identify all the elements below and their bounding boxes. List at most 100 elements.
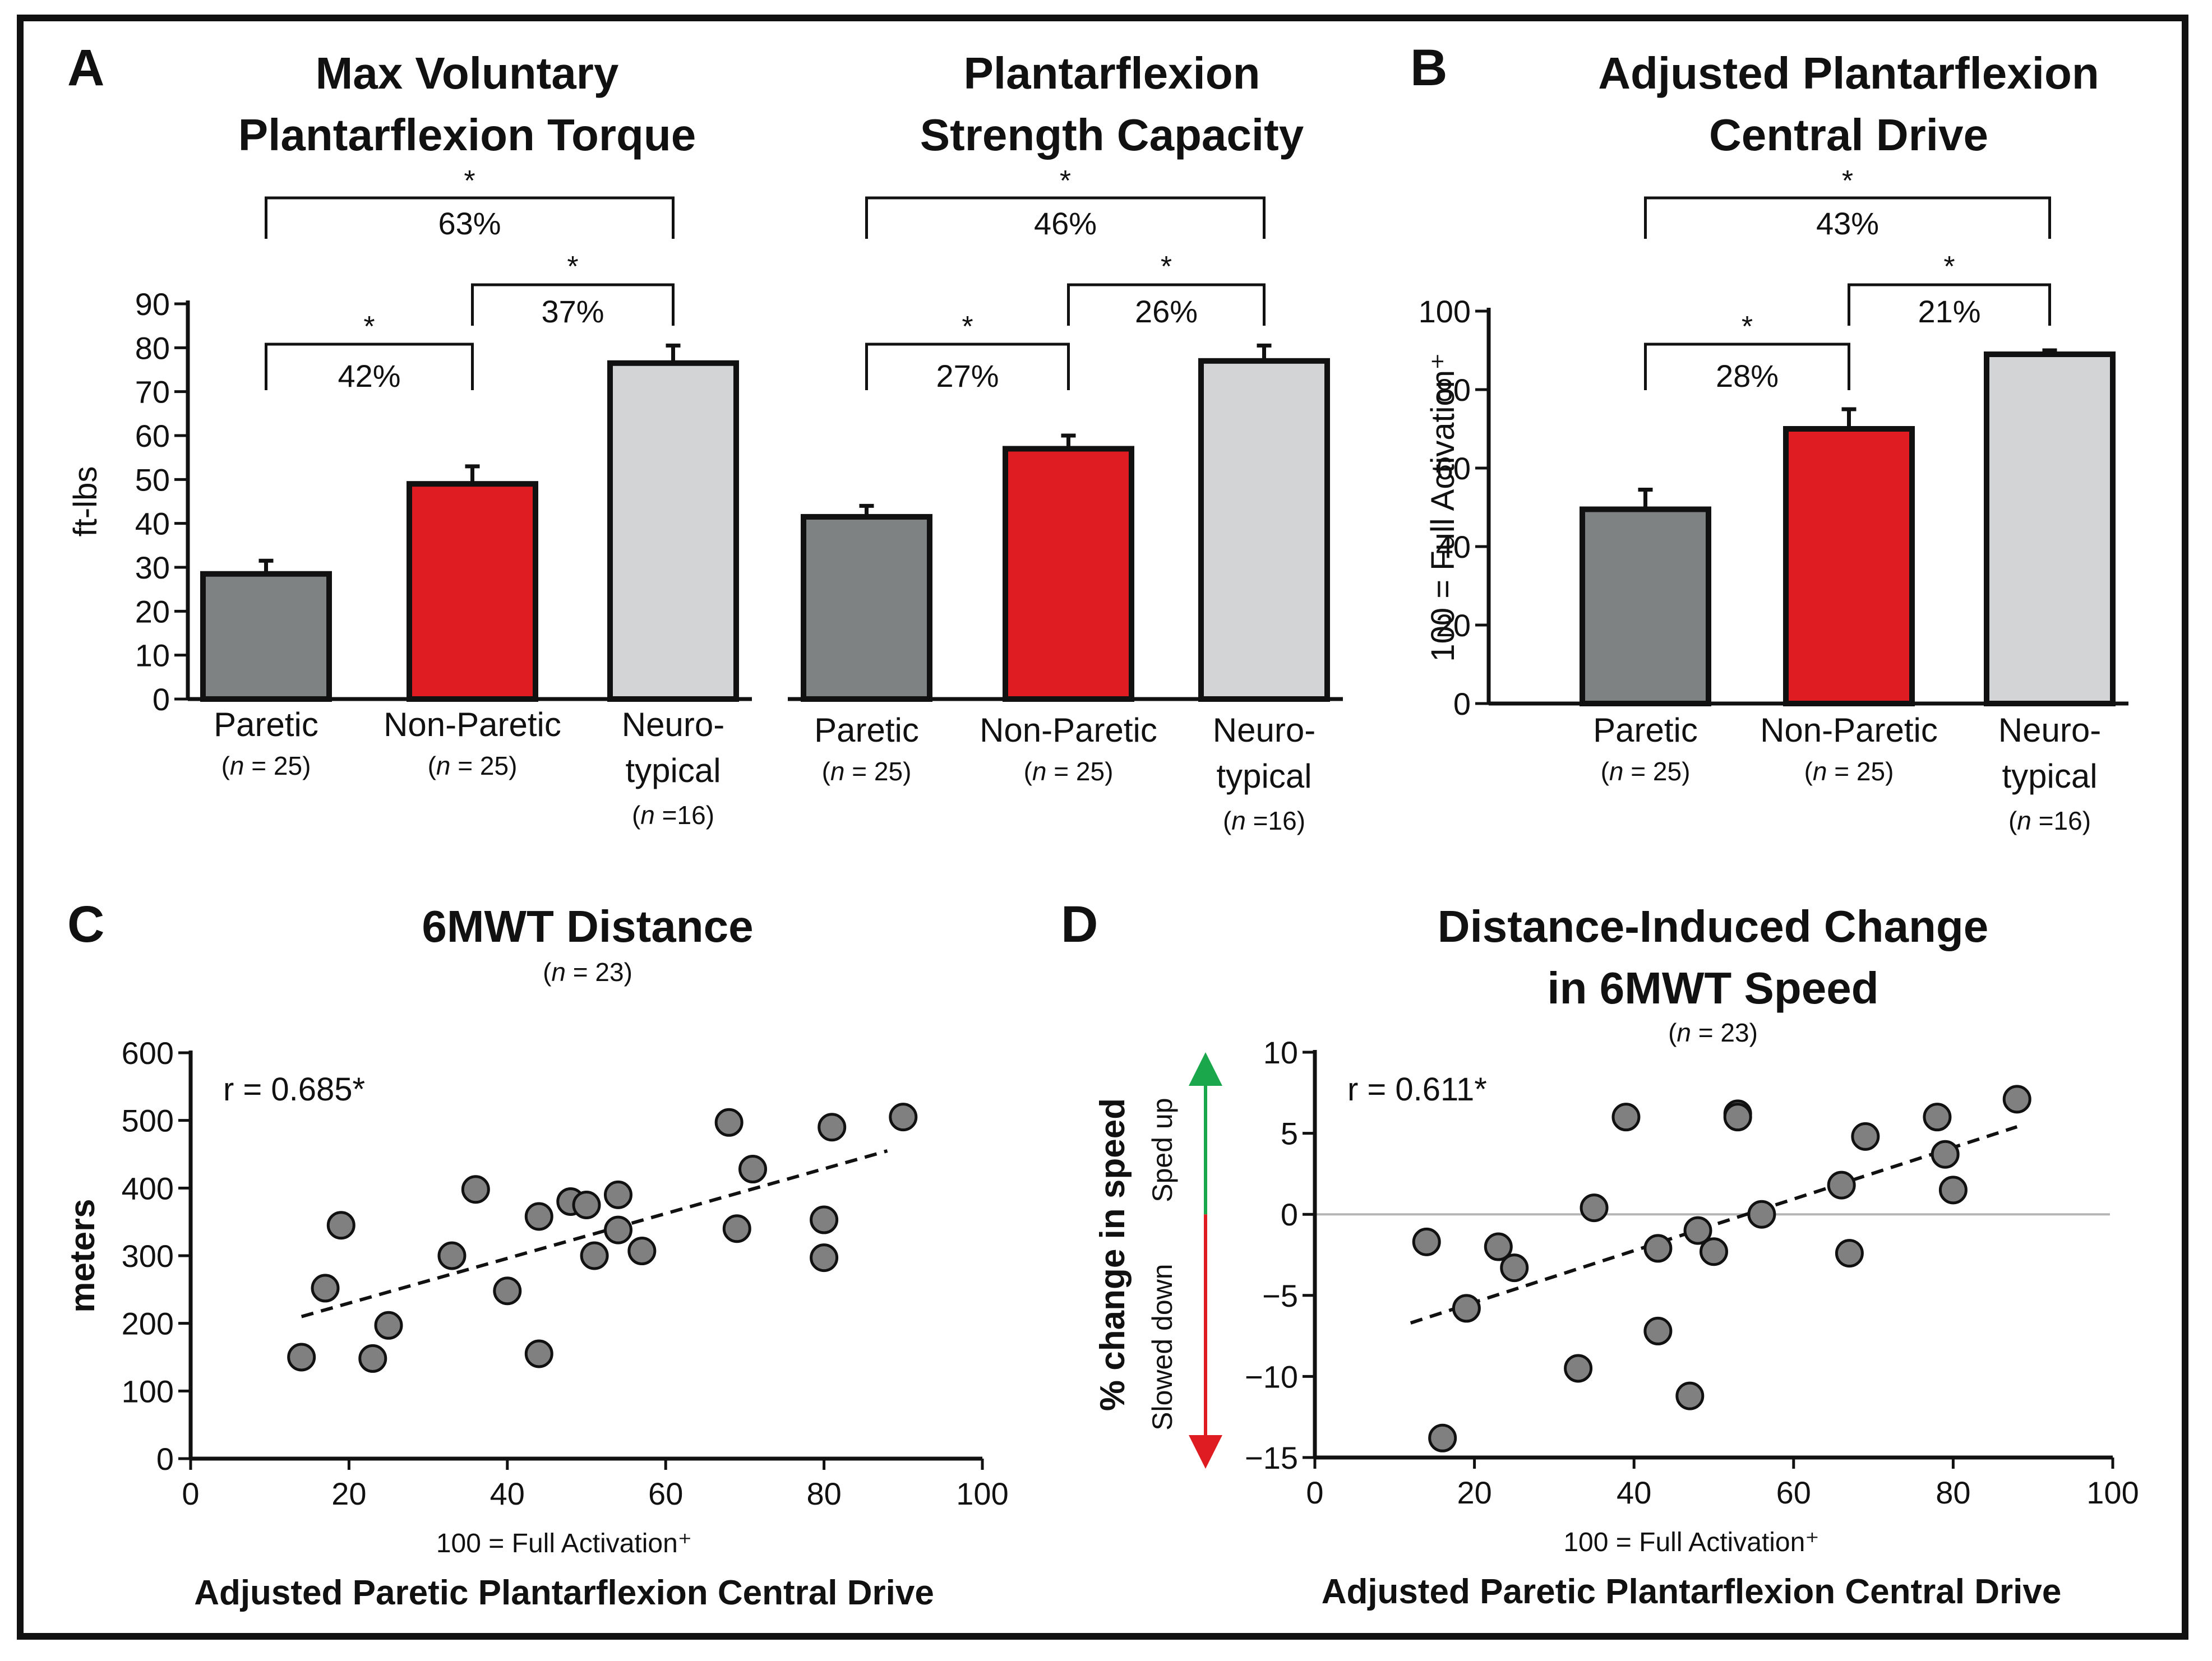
data-point [1675, 1381, 1705, 1410]
data-point [1938, 1176, 1968, 1205]
data-point [1700, 1237, 1728, 1266]
y-tick-label: 0 [153, 682, 170, 717]
percent-difference-label: 43% [1816, 206, 1879, 241]
panel-letter-a: A [67, 39, 104, 96]
category-label: Neuro- [1998, 711, 2101, 749]
chart-max-voluntary-torque: A Max Voluntary Plantarflexion Torque 0 10 20… [67, 39, 752, 830]
chart-title-line: Adjusted Plantarflexion [1598, 48, 2099, 98]
data-point [580, 1241, 609, 1270]
y-tick-label: 0 [1281, 1197, 1298, 1232]
category-label: Neuro- [1213, 711, 1315, 749]
y-tick-label: 20 [1436, 608, 1471, 643]
category-label: Neuro- [622, 706, 724, 743]
data-point [714, 1108, 744, 1137]
y-tick-label: 60 [135, 418, 170, 454]
percent-difference-label: 26% [1135, 294, 1198, 329]
significance-star: * [1161, 251, 1172, 283]
data-point [1643, 1234, 1673, 1263]
category-n-label: (n = 25) [428, 751, 518, 780]
percent-difference-label: 21% [1918, 294, 1980, 329]
x-tick-label: 60 [648, 1476, 683, 1511]
data-point [572, 1191, 601, 1219]
data-point [1452, 1294, 1481, 1323]
x-tick-label: 20 [331, 1476, 366, 1511]
y-tick-label: 500 [122, 1103, 174, 1139]
y-tick-label: 50 [135, 462, 170, 497]
y-tick-label: 40 [1436, 529, 1471, 565]
x-tick-label: 0 [1306, 1475, 1323, 1510]
x-tick-label: 100 [956, 1476, 1008, 1511]
data-point [1723, 1103, 1752, 1132]
data-point [1931, 1140, 1960, 1169]
bar-paretic [200, 571, 332, 702]
y-tick-label: 60 [1436, 451, 1471, 486]
category-label: Paretic [814, 711, 919, 749]
y-tick-label: −5 [1262, 1278, 1298, 1313]
data-point [461, 1175, 490, 1204]
significance-star: * [363, 311, 375, 343]
x-tick-label: 80 [806, 1476, 841, 1511]
x-tick-label: 100 [2086, 1475, 2139, 1510]
x-tick-label: 40 [490, 1476, 525, 1511]
bar-non-paretic [407, 481, 538, 702]
trendline [1410, 1125, 2018, 1325]
category-label: Non-Paretic [1760, 711, 1938, 749]
y-tick-label: 80 [135, 330, 170, 365]
chart-title-line: Max Voluntary [316, 48, 619, 98]
data-point [524, 1202, 553, 1231]
category-label: Paretic [1593, 711, 1698, 749]
significance-star: * [1842, 165, 1853, 197]
category-label: typical [1216, 757, 1312, 795]
data-point [1580, 1193, 1609, 1223]
data-point [889, 1103, 918, 1132]
x-tick-label: 80 [1936, 1475, 1970, 1510]
chart-strength-capacity: Plantarflexion Strength Capacity Paretic (n… [788, 48, 1343, 835]
y-tick-label: 200 [122, 1306, 174, 1341]
category-n-label: (n =16) [2008, 806, 2091, 835]
bar-paretic [1580, 506, 1711, 706]
correlation-annotation: r = 0.611* [1347, 1071, 1487, 1108]
panel-letter-d: D [1061, 896, 1098, 953]
data-point [818, 1113, 847, 1142]
data-point [1923, 1103, 1952, 1132]
x-axis-label: Adjusted Paretic Plantarflexion Central … [194, 1574, 934, 1612]
y-tick-label: 10 [135, 638, 170, 673]
y-tick-label: 0 [1453, 686, 1471, 721]
category-label: Non-Paretic [384, 706, 561, 743]
data-point [1500, 1253, 1529, 1283]
y-tick-label: 20 [135, 594, 170, 629]
bar-non-paretic [1783, 426, 1915, 706]
data-point [1683, 1216, 1712, 1245]
x-axis-label: Adjusted Paretic Plantarflexion Central … [1322, 1572, 2062, 1611]
y-tick-label: 600 [122, 1035, 174, 1071]
chart-title-line: Central Drive [1709, 110, 1988, 160]
data-point [1564, 1354, 1593, 1383]
slowed-down-label: Slowed down [1147, 1264, 1178, 1430]
significance-bracket [1644, 196, 2051, 239]
x-tick-label: 60 [1776, 1475, 1811, 1510]
y-tick-label: 30 [135, 550, 170, 585]
data-point [1851, 1122, 1880, 1151]
data-point [603, 1215, 632, 1244]
data-point [1643, 1316, 1673, 1345]
data-point [627, 1237, 657, 1266]
percent-difference-label: 42% [338, 358, 400, 394]
percent-difference-label: 37% [541, 294, 604, 329]
significance-star: * [464, 165, 475, 197]
data-point [524, 1339, 553, 1368]
category-n-label: (n = 25) [1804, 757, 1894, 786]
y-axis-label: meters [63, 1199, 102, 1312]
data-point [437, 1241, 467, 1270]
significance-bracket [471, 283, 675, 326]
y-tick-label: 10 [1263, 1035, 1298, 1070]
trendline [301, 1149, 888, 1318]
chart-title-line: Strength Capacity [920, 110, 1304, 160]
significance-bracket [1067, 283, 1266, 326]
significance-bracket [265, 196, 675, 239]
category-label: typical [2002, 757, 2097, 795]
category-n-label: (n = 25) [822, 757, 912, 786]
significance-star: * [1742, 311, 1753, 343]
data-point [311, 1274, 340, 1303]
y-axis-label: ft-lbs [67, 466, 104, 537]
significance-star: * [1060, 165, 1071, 197]
